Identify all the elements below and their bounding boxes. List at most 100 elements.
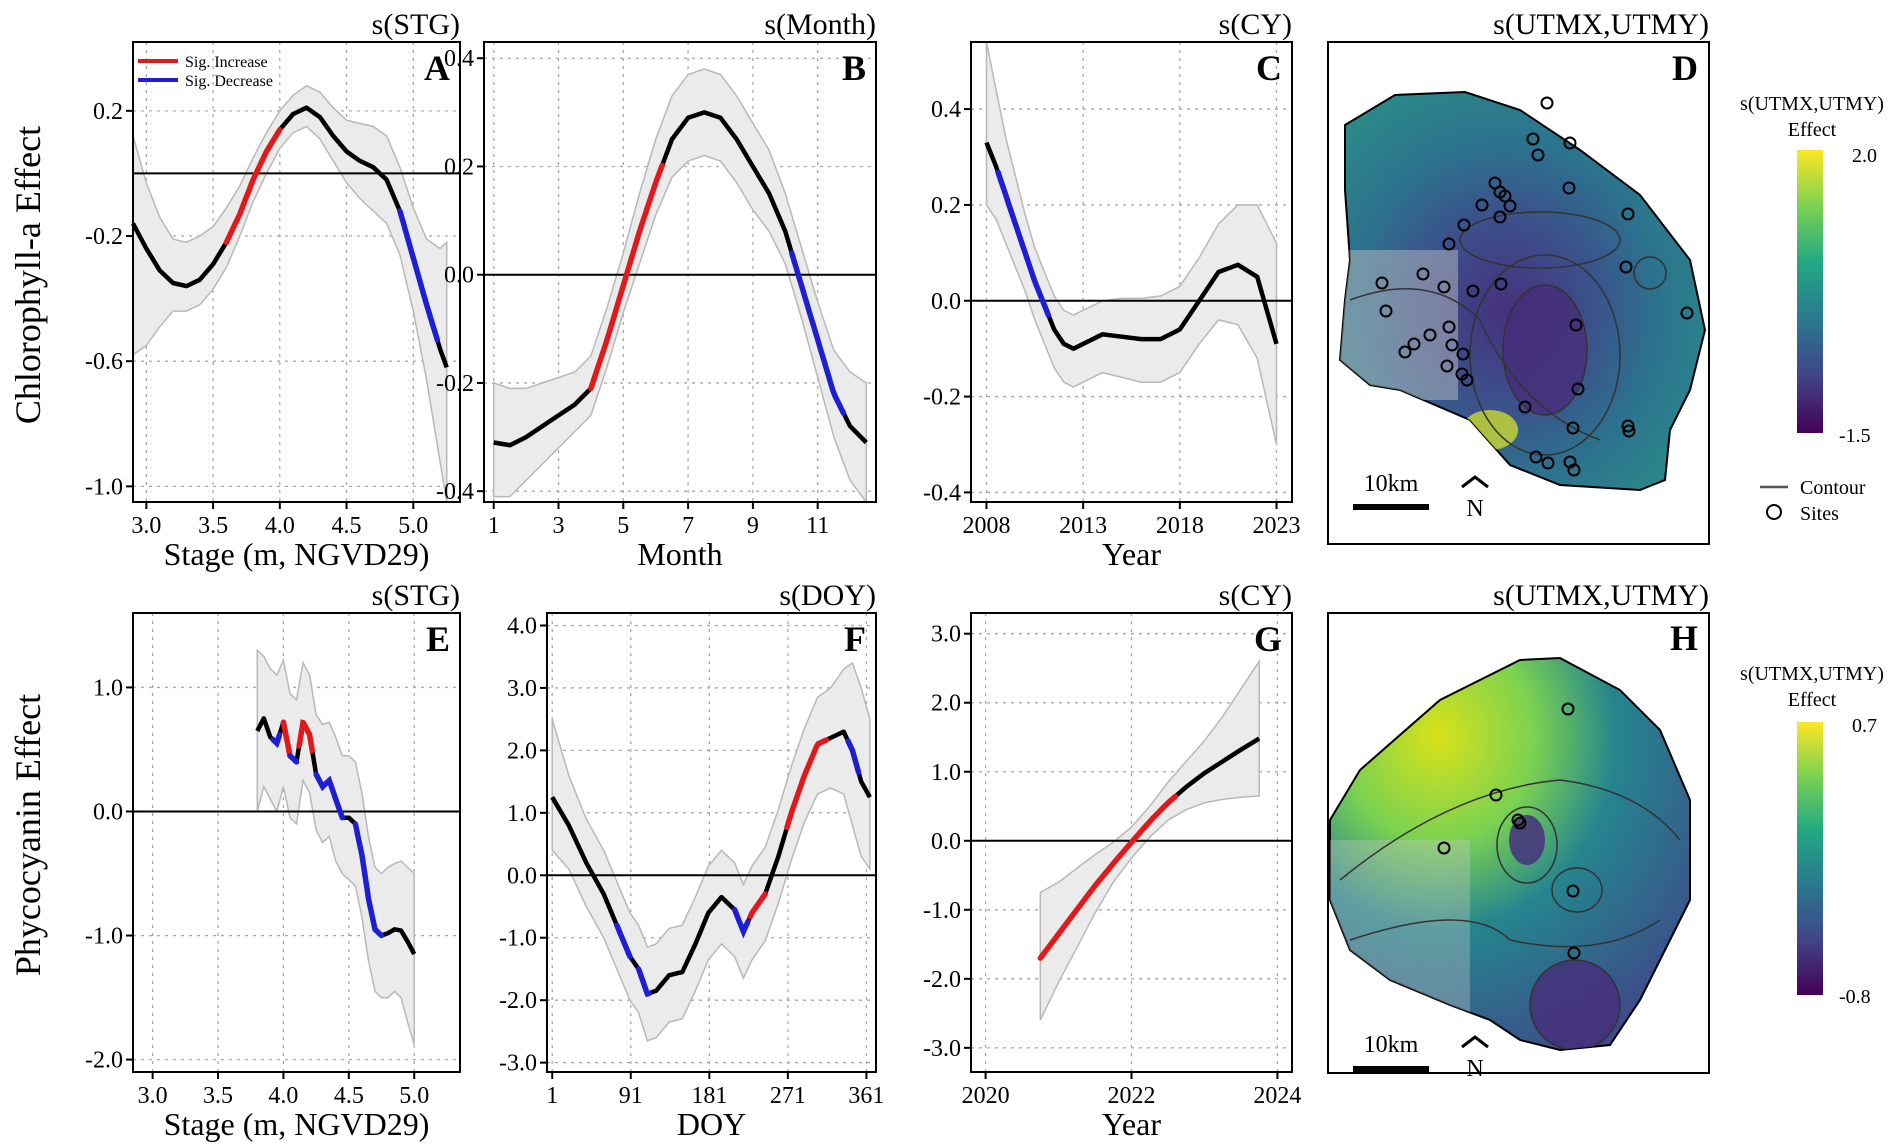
y-tick-label: -1.0 bbox=[85, 474, 123, 500]
sig-increase-segment bbox=[1037, 793, 1179, 961]
y-tick-label: 2.0 bbox=[507, 738, 537, 764]
y-tick-label: -0.2 bbox=[436, 371, 474, 397]
x-tick-label: 5.0 bbox=[399, 1083, 429, 1109]
x-axis-label: DOY bbox=[677, 1106, 746, 1142]
legend-title-line1: s(UTMX,UTMY) bbox=[1740, 663, 1884, 685]
y-tick-label: 1.0 bbox=[507, 801, 537, 827]
site-marker bbox=[1423, 328, 1437, 342]
sig-decrease-segment bbox=[397, 208, 441, 343]
scale-bar-label: 10km bbox=[1364, 471, 1419, 497]
sig-increase-segment bbox=[280, 719, 293, 759]
site-marker bbox=[1445, 338, 1459, 352]
sig-decrease-segment bbox=[635, 966, 652, 998]
sig-decrease-segment bbox=[731, 906, 751, 939]
map-D-contour-3 bbox=[1459, 211, 1621, 269]
y-tick-label: -0.4 bbox=[436, 479, 474, 505]
map-H-lake bbox=[1329, 656, 1691, 1052]
x-axis-label: Year bbox=[1102, 1106, 1161, 1142]
site-marker bbox=[1621, 207, 1635, 221]
site-marker bbox=[1379, 304, 1393, 318]
north-arrow-icon bbox=[1461, 475, 1489, 489]
site-marker bbox=[1493, 210, 1507, 224]
confidence-band bbox=[551, 661, 871, 1042]
panel-D-letter: D bbox=[1672, 48, 1698, 88]
x-tick-label: 2018 bbox=[1156, 513, 1204, 539]
x-tick-label: 361 bbox=[848, 1083, 884, 1109]
x-tick-label: 1 bbox=[546, 1083, 558, 1109]
colorbar-bottom-max: 0.7 bbox=[1852, 715, 1877, 737]
x-tick-label: 181 bbox=[691, 1083, 727, 1109]
sig-increase-segment bbox=[784, 737, 830, 831]
site-marker bbox=[1569, 318, 1583, 332]
scale-bar-label: 10km bbox=[1364, 1032, 1419, 1058]
site-marker bbox=[1475, 198, 1489, 212]
panel-letter: A bbox=[424, 48, 450, 88]
map-D-contour-1 bbox=[1502, 284, 1588, 416]
site-marker bbox=[1622, 424, 1636, 438]
site-marker bbox=[1566, 884, 1580, 898]
panel-letter: G bbox=[1254, 619, 1282, 659]
x-tick-label: 3 bbox=[553, 513, 565, 539]
site-marker bbox=[1494, 277, 1508, 291]
panel-H-map: s(UTMX,UTMY) H 10km N bbox=[1327, 579, 1710, 1082]
site-marker bbox=[1513, 816, 1527, 830]
x-tick-label: 3.0 bbox=[138, 1083, 168, 1109]
map-D-contour-4 bbox=[1633, 256, 1667, 290]
plot-area bbox=[547, 613, 876, 1072]
x-tick-label: 2020 bbox=[962, 1083, 1010, 1109]
x-tick-label: 2008 bbox=[962, 513, 1010, 539]
map-D-sites bbox=[1375, 96, 1694, 477]
y-tick-label: 1.0 bbox=[93, 675, 123, 701]
sig-increase-segment bbox=[747, 891, 768, 920]
x-axis-label: Stage (m, NGVD29) bbox=[164, 1106, 430, 1142]
site-marker bbox=[1540, 96, 1554, 110]
site-marker bbox=[1375, 276, 1389, 290]
y-tick-label: 3.0 bbox=[931, 622, 961, 648]
plot-frame bbox=[546, 612, 877, 1073]
y-tick-label: -1.0 bbox=[85, 924, 123, 950]
site-marker bbox=[1416, 267, 1430, 281]
legend-sites-swatch bbox=[1766, 504, 1782, 520]
sig-decrease-segment bbox=[270, 732, 283, 749]
panel-C-year-chla: 2008 2013 2018 2023 0.4 0.2 0.0 -0.2 -0.4 s(CY) C Y… bbox=[923, 8, 1301, 572]
site-marker bbox=[1398, 345, 1412, 359]
map-legend-top: s(UTMX,UTMY) Effect 2.0 -1.5 Contour Sit… bbox=[1740, 93, 1884, 525]
colorbar-top-max: 2.0 bbox=[1852, 145, 1877, 167]
y-tick-label: 0.2 bbox=[444, 154, 474, 180]
map-legend-bottom: s(UTMX,UTMY) Effect 0.7 -0.8 bbox=[1740, 663, 1884, 1008]
plot-frame bbox=[132, 41, 461, 503]
panel-E-stage-pc: 3.0 3.5 4.0 4.5 5.0 1.0 0.0 -1.0 -2.0 s(STG) E Stag… bbox=[85, 579, 461, 1142]
x-tick-label: 1 bbox=[488, 513, 500, 539]
panel-F-doy-pc: 1 91 181 271 361 4.0 3.0 2.0 1.0 0.0 -1.0 -2.0 -3.0 s… bbox=[499, 579, 884, 1142]
sig-decrease-segment bbox=[845, 738, 862, 775]
scale-bar bbox=[1353, 1066, 1429, 1072]
plot-frame bbox=[132, 612, 461, 1073]
legend-sites-label: Sites bbox=[1800, 503, 1839, 525]
site-marker bbox=[1466, 284, 1480, 298]
y-tick-label: 0.0 bbox=[931, 829, 961, 855]
panel-G-year-pc: 2020 2022 2024 3.0 2.0 1.0 0.0 -1.0 -2.0 -3.0 s(CY… bbox=[923, 579, 1301, 1142]
x-tick-label: 11 bbox=[806, 513, 829, 539]
site-marker bbox=[1566, 421, 1580, 435]
panel-letter: F bbox=[844, 619, 866, 659]
sig-decrease-segment bbox=[313, 771, 346, 821]
site-marker bbox=[1498, 189, 1512, 203]
site-marker bbox=[1489, 788, 1503, 802]
site-marker bbox=[1503, 199, 1517, 213]
legend-decrease-label: Sig. Decrease bbox=[185, 73, 273, 90]
site-marker bbox=[1518, 400, 1532, 414]
site-marker bbox=[1440, 359, 1454, 373]
x-tick-label: 91 bbox=[619, 1083, 643, 1109]
sig-decrease-segment bbox=[352, 821, 385, 939]
x-tick-label: 9 bbox=[747, 513, 759, 539]
y-tick-label: 4.0 bbox=[507, 613, 537, 639]
map-H-contour-3 bbox=[1529, 959, 1621, 1050]
map-H-sites bbox=[1437, 702, 1581, 960]
site-marker bbox=[1529, 450, 1543, 464]
map-D-contour-2 bbox=[1469, 254, 1621, 456]
y-tick-label: -1.0 bbox=[499, 926, 537, 952]
site-marker bbox=[1526, 132, 1540, 146]
y-tick-label: 0.2 bbox=[93, 99, 123, 125]
y-tick-label: -2.0 bbox=[923, 967, 961, 993]
